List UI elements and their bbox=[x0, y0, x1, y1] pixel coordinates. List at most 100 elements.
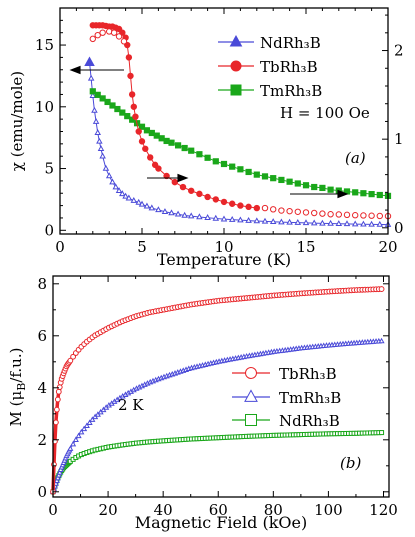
nd-point bbox=[237, 216, 244, 223]
nd-point bbox=[351, 220, 359, 227]
nd-point bbox=[138, 200, 146, 207]
tb-point bbox=[127, 72, 134, 80]
x-tick-label: 20 bbox=[378, 238, 397, 256]
y-tick-label: 4 bbox=[37, 379, 47, 397]
x-tick-label: 0 bbox=[48, 501, 58, 519]
nd-point bbox=[84, 56, 95, 67]
tm-point bbox=[286, 178, 293, 185]
series-point bbox=[81, 425, 88, 432]
panel-b-annotation: 2 K bbox=[118, 396, 144, 414]
tm-point bbox=[188, 147, 195, 154]
series-point bbox=[86, 419, 93, 425]
y2-tick-label: 1 bbox=[394, 130, 404, 148]
series-point bbox=[56, 384, 63, 391]
tb-open-point bbox=[270, 206, 277, 213]
tm-point bbox=[278, 176, 285, 184]
series-point bbox=[78, 428, 85, 435]
tb-point bbox=[196, 190, 203, 198]
tb-open-point bbox=[115, 33, 123, 40]
nd-point bbox=[97, 145, 105, 152]
nd-point bbox=[343, 220, 351, 227]
nd-point bbox=[204, 214, 211, 220]
nd-point bbox=[168, 209, 175, 216]
tb-point bbox=[220, 198, 228, 206]
panel-a-xlabel: Temperature (K) bbox=[157, 250, 291, 269]
tb-point bbox=[237, 202, 244, 209]
tm-point bbox=[311, 183, 318, 191]
tm-point bbox=[352, 189, 359, 196]
nd-point bbox=[319, 219, 326, 226]
nd-point bbox=[368, 220, 375, 227]
series-point bbox=[70, 353, 77, 360]
panel-b-ticks: 0 20 40 60 80 100 120 0 2 4 6 8 bbox=[37, 275, 397, 519]
legend-marker bbox=[244, 389, 258, 402]
tb-point bbox=[179, 183, 187, 191]
tb-point bbox=[171, 178, 179, 186]
nd-point bbox=[294, 218, 302, 225]
tb-open-point bbox=[278, 207, 285, 214]
tb-open-point bbox=[89, 35, 97, 43]
legend-marker bbox=[229, 34, 243, 47]
nd-point bbox=[212, 214, 220, 221]
y2-tick-label: 0 bbox=[394, 219, 404, 237]
series-point bbox=[83, 422, 90, 428]
x-tick-label: 120 bbox=[369, 501, 398, 519]
legend-marker bbox=[245, 367, 257, 379]
nd-point bbox=[148, 204, 156, 211]
nd-point bbox=[269, 218, 277, 225]
tb-point bbox=[147, 154, 154, 161]
series-point bbox=[67, 357, 74, 364]
tb-open-point bbox=[319, 210, 326, 217]
nd-point bbox=[245, 216, 252, 223]
axis-arrows bbox=[69, 65, 349, 199]
tb-point bbox=[253, 204, 260, 212]
tb-open-point bbox=[120, 38, 128, 45]
nd-point bbox=[286, 218, 293, 225]
tb-open-point bbox=[376, 212, 383, 220]
tm-point bbox=[114, 105, 121, 113]
NdRh₃B-curve bbox=[52, 432, 382, 492]
tm-point bbox=[376, 191, 383, 199]
tb-open-point bbox=[360, 212, 367, 219]
tm-point bbox=[270, 175, 277, 182]
tm-point bbox=[368, 191, 375, 198]
tb-open-point bbox=[294, 208, 301, 215]
nd-point bbox=[112, 183, 120, 190]
panel-a-ylabel: χ (emu/mole) bbox=[8, 71, 26, 171]
tb-point bbox=[229, 200, 236, 207]
nd-point bbox=[119, 190, 126, 197]
series-point bbox=[54, 396, 61, 403]
nd-point bbox=[115, 187, 123, 194]
series-point bbox=[52, 419, 59, 426]
series-point bbox=[89, 416, 96, 422]
series-point bbox=[53, 477, 60, 483]
series-point bbox=[53, 406, 60, 413]
y-tick-label: 10 bbox=[35, 98, 54, 116]
nd-point bbox=[310, 219, 318, 226]
series-point bbox=[70, 440, 77, 447]
nd-point bbox=[125, 194, 133, 201]
tm-point bbox=[99, 95, 106, 102]
nd-point bbox=[96, 137, 103, 144]
nd-line bbox=[89, 62, 389, 226]
tb-open-point bbox=[286, 207, 293, 215]
tm-point bbox=[229, 163, 236, 170]
tm-point bbox=[109, 102, 116, 109]
series-point bbox=[57, 466, 64, 473]
tb-point bbox=[138, 138, 146, 145]
tm-point bbox=[245, 168, 252, 176]
tb-open-point bbox=[368, 212, 375, 219]
tm-point bbox=[327, 186, 334, 193]
tm-point bbox=[294, 180, 301, 187]
tm-point bbox=[220, 160, 228, 168]
tm-point bbox=[204, 154, 211, 161]
panel-b-label: (b) bbox=[340, 454, 361, 472]
nd-point bbox=[376, 220, 384, 227]
tb-open-point bbox=[99, 29, 106, 36]
tm-point bbox=[181, 144, 188, 152]
tb-point bbox=[155, 165, 162, 172]
tb-open-point bbox=[311, 209, 318, 217]
tm-point bbox=[261, 173, 269, 180]
